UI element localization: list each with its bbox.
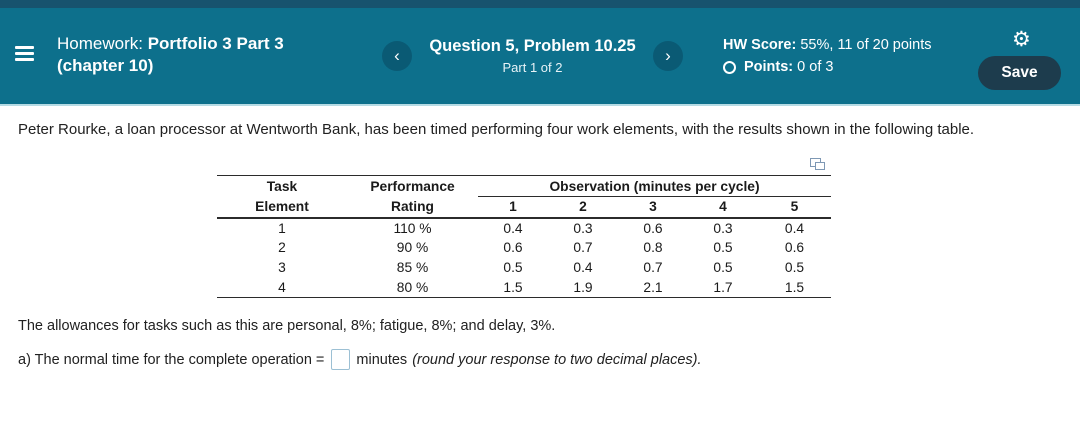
top-strip xyxy=(0,0,1080,8)
assignment-title: Homework: Portfolio 3 Part 3 (chapter 10… xyxy=(57,33,284,76)
col-header-task: Task xyxy=(266,178,298,194)
table-popout-icon[interactable] xyxy=(810,158,826,171)
cell-obs: 0.5 xyxy=(784,260,805,275)
table-row: 4 80 % 1.5 1.9 2.1 1.7 1.5 xyxy=(217,278,831,298)
cell-obs: 1.5 xyxy=(784,279,805,295)
cell-obs: 0.7 xyxy=(643,260,663,275)
next-question-button[interactable]: › xyxy=(653,41,683,71)
cell-obs: 0.3 xyxy=(573,220,593,236)
points-text-wrap: Points: 0 of 3 xyxy=(744,59,833,75)
assignment-name-line1: Portfolio 3 Part 3 xyxy=(147,34,284,53)
cell-element: 3 xyxy=(278,260,286,275)
col-header-element: Element xyxy=(255,199,309,214)
answer-unit: minutes xyxy=(356,351,408,368)
col-header-rating: Rating xyxy=(391,199,434,214)
cell-rating: 85 % xyxy=(396,260,429,275)
cell-element: 2 xyxy=(278,240,286,255)
popout-rect xyxy=(815,162,825,170)
obs-col-4: 4 xyxy=(719,199,727,215)
cell-obs: 1.9 xyxy=(573,279,593,295)
question-title: Question 5, Problem 10.25 xyxy=(429,37,636,55)
hw-score-label: HW Score: xyxy=(723,37,797,53)
cell-obs: 0.3 xyxy=(713,220,733,236)
cell-obs: 0.4 xyxy=(573,260,593,275)
cell-obs: 0.5 xyxy=(713,260,733,275)
col-header-observation: Observation (minutes per cycle) xyxy=(478,175,831,197)
cell-rating: 90 % xyxy=(396,240,429,255)
cell-obs: 1.7 xyxy=(713,279,733,295)
cell-obs: 0.6 xyxy=(784,240,805,255)
hw-score-row: HW Score: 55%, 11 of 20 points xyxy=(723,37,932,53)
allowances-text: The allowances for tasks such as this ar… xyxy=(18,318,556,334)
cell-rating: 110 % xyxy=(393,220,432,236)
question-content: Peter Rourke, a loan processor at Wentwo… xyxy=(0,108,1080,370)
obs-col-2: 2 xyxy=(579,199,587,215)
cell-element: 4 xyxy=(278,279,286,295)
cell-obs: 0.6 xyxy=(503,240,523,255)
answer-line: a) The normal time for the complete oper… xyxy=(18,349,1062,370)
points-label: Points: xyxy=(744,59,794,75)
question-header: Question 5, Problem 10.25 Part 1 of 2 xyxy=(417,37,648,75)
cell-obs: 0.4 xyxy=(503,220,523,236)
menu-bar xyxy=(15,46,34,49)
col-header-performance: Performance xyxy=(370,178,455,194)
menu-bar xyxy=(15,51,34,55)
answer-note: (round your response to two decimal plac… xyxy=(412,351,702,368)
cell-obs: 0.8 xyxy=(643,240,663,255)
observation-table: Task Performance Observation (minutes pe… xyxy=(217,175,831,298)
question-part: Part 1 of 2 xyxy=(502,60,563,75)
table-row: 2 90 % 0.6 0.7 0.8 0.5 0.6 xyxy=(217,238,831,258)
cell-obs: 1.5 xyxy=(503,279,523,295)
obs-col-1: 1 xyxy=(509,199,517,215)
cell-obs: 2.1 xyxy=(643,279,663,295)
score-block: HW Score: 55%, 11 of 20 points Points: 0… xyxy=(723,37,932,75)
hw-score-value: 55%, 11 of 20 points xyxy=(800,37,932,53)
save-button[interactable]: Save xyxy=(978,56,1061,90)
observation-table-zone: Task Performance Observation (minutes pe… xyxy=(217,158,831,298)
cell-obs: 0.5 xyxy=(713,240,733,255)
obs-col-3: 3 xyxy=(649,199,657,215)
points-circle-icon xyxy=(723,60,736,74)
cell-obs: 0.6 xyxy=(643,220,663,236)
menu-bar xyxy=(15,57,34,61)
assignment-name-line2: (chapter 10) xyxy=(57,55,154,75)
answer-input[interactable] xyxy=(331,349,351,370)
points-row: Points: 0 of 3 xyxy=(723,59,932,75)
answer-prefix: a) The normal time for the complete oper… xyxy=(18,351,325,368)
points-value: 0 of 3 xyxy=(797,59,834,75)
cell-element: 1 xyxy=(278,220,286,236)
cell-rating: 80 % xyxy=(396,279,429,295)
prev-question-button[interactable]: ‹ xyxy=(382,41,412,71)
obs-col-5: 5 xyxy=(790,199,799,215)
menu-icon[interactable] xyxy=(15,46,34,61)
assignment-label: Homework: xyxy=(57,34,143,53)
problem-intro: Peter Rourke, a loan processor at Wentwo… xyxy=(18,121,975,138)
app-header: Homework: Portfolio 3 Part 3 (chapter 10… xyxy=(0,8,1080,106)
settings-gear-icon[interactable]: ⚙ xyxy=(1012,28,1031,51)
cell-obs: 0.7 xyxy=(573,240,593,255)
table-row: 1 110 % 0.4 0.3 0.6 0.3 0.4 xyxy=(217,218,831,238)
cell-obs: 0.4 xyxy=(784,220,805,236)
cell-obs: 0.5 xyxy=(503,260,523,275)
table-row: 3 85 % 0.5 0.4 0.7 0.5 0.5 xyxy=(217,258,831,278)
